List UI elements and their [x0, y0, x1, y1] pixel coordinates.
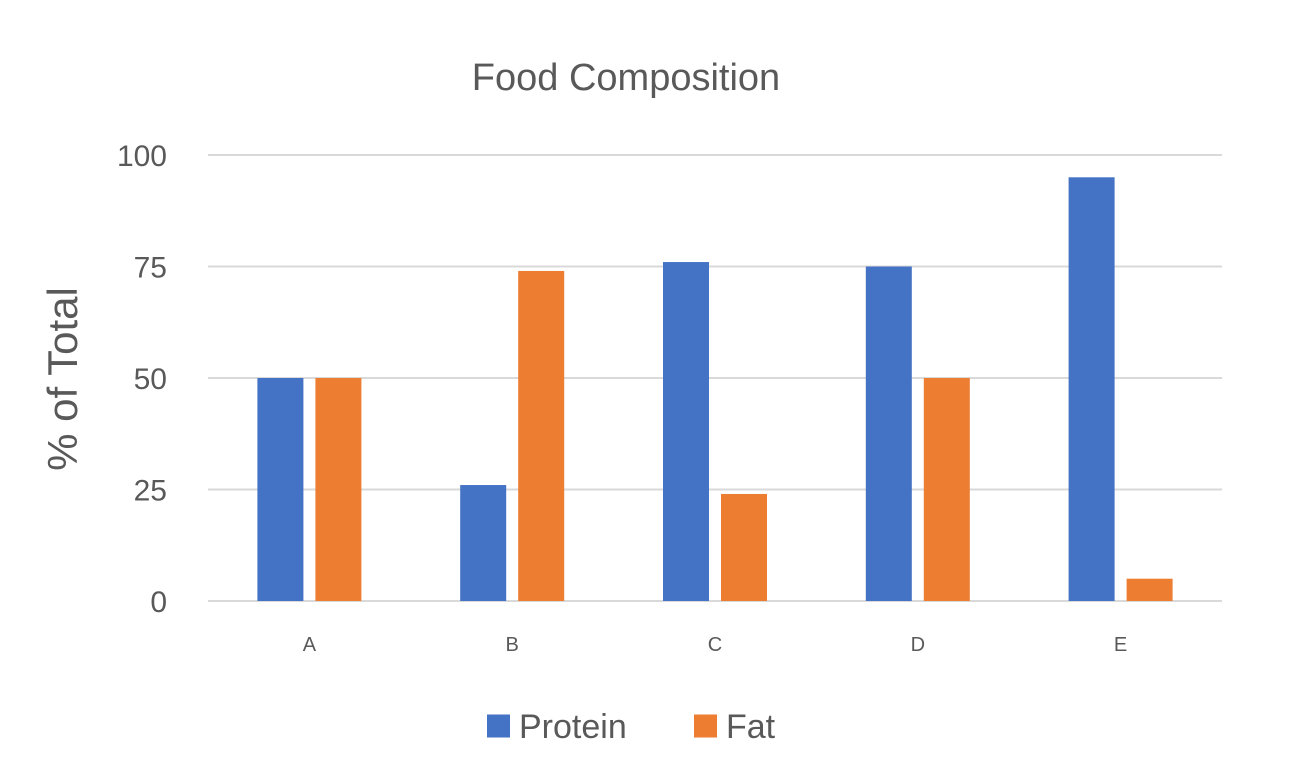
bar-fat-a	[315, 378, 362, 601]
bar-protein-b	[460, 485, 507, 601]
legend-label-protein: Protein	[519, 708, 627, 746]
legend-swatch-fat	[694, 714, 717, 738]
x-tick-label: C	[708, 634, 722, 656]
chart-title: Food Composition	[472, 57, 780, 99]
legend-label-fat: Fat	[726, 708, 776, 746]
bar-fat-b	[518, 270, 565, 601]
y-tick-label: 25	[134, 475, 167, 508]
bar-protein-a	[257, 378, 304, 601]
y-tick-label: 0	[150, 586, 167, 619]
bar-protein-c	[663, 262, 709, 601]
y-tick-label: 100	[117, 140, 167, 173]
axes: 0 25 50 75 100 A B C D E	[117, 140, 1127, 656]
x-tick-label: A	[303, 634, 317, 656]
x-tick-label: B	[506, 634, 519, 656]
bar-fat-c	[721, 493, 767, 601]
y-tick-label: 50	[134, 363, 167, 396]
legend-item-fat: Fat	[694, 708, 776, 746]
bars	[257, 177, 1173, 602]
bar-protein-e	[1068, 177, 1115, 602]
legend: Protein Fat	[487, 708, 776, 746]
bar-protein-d	[865, 266, 912, 601]
gridlines	[208, 154, 1222, 602]
bar-fat-d	[923, 378, 970, 601]
bar-fat-e	[1126, 578, 1173, 601]
legend-item-protein: Protein	[487, 708, 627, 746]
legend-swatch-protein	[487, 714, 510, 738]
y-axis-label: % of Total	[39, 287, 86, 471]
y-tick-label: 75	[134, 252, 167, 285]
x-tick-label: D	[911, 634, 925, 656]
x-tick-label: E	[1114, 634, 1127, 656]
